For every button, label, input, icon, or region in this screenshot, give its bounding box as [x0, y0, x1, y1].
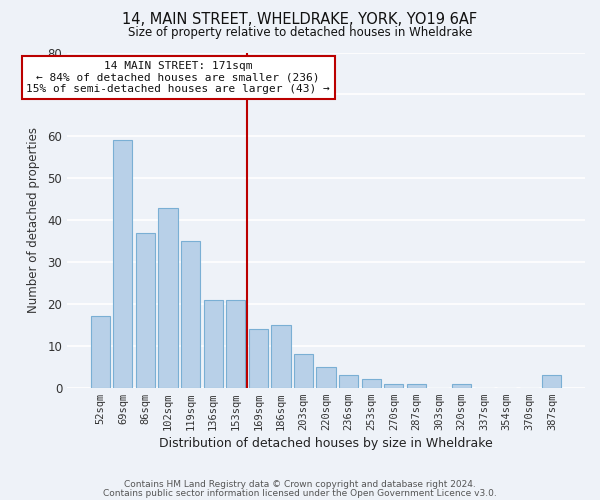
X-axis label: Distribution of detached houses by size in Wheldrake: Distribution of detached houses by size …	[159, 437, 493, 450]
Bar	[384, 384, 403, 388]
Bar	[294, 354, 313, 388]
Text: 14 MAIN STREET: 171sqm
← 84% of detached houses are smaller (236)
15% of semi-de: 14 MAIN STREET: 171sqm ← 84% of detached…	[26, 61, 330, 94]
Bar	[203, 300, 223, 388]
Bar	[113, 140, 133, 388]
Bar	[249, 329, 268, 388]
Bar	[91, 316, 110, 388]
Text: 14, MAIN STREET, WHELDRAKE, YORK, YO19 6AF: 14, MAIN STREET, WHELDRAKE, YORK, YO19 6…	[122, 12, 478, 28]
Bar	[158, 208, 178, 388]
Bar	[226, 300, 245, 388]
Text: Contains public sector information licensed under the Open Government Licence v3: Contains public sector information licen…	[103, 488, 497, 498]
Bar	[339, 375, 358, 388]
Bar	[407, 384, 426, 388]
Text: Contains HM Land Registry data © Crown copyright and database right 2024.: Contains HM Land Registry data © Crown c…	[124, 480, 476, 489]
Bar	[542, 375, 562, 388]
Bar	[316, 366, 335, 388]
Bar	[362, 380, 381, 388]
Bar	[271, 325, 290, 388]
Bar	[136, 232, 155, 388]
Bar	[452, 384, 471, 388]
Bar	[181, 241, 200, 388]
Text: Size of property relative to detached houses in Wheldrake: Size of property relative to detached ho…	[128, 26, 472, 39]
Y-axis label: Number of detached properties: Number of detached properties	[28, 127, 40, 313]
